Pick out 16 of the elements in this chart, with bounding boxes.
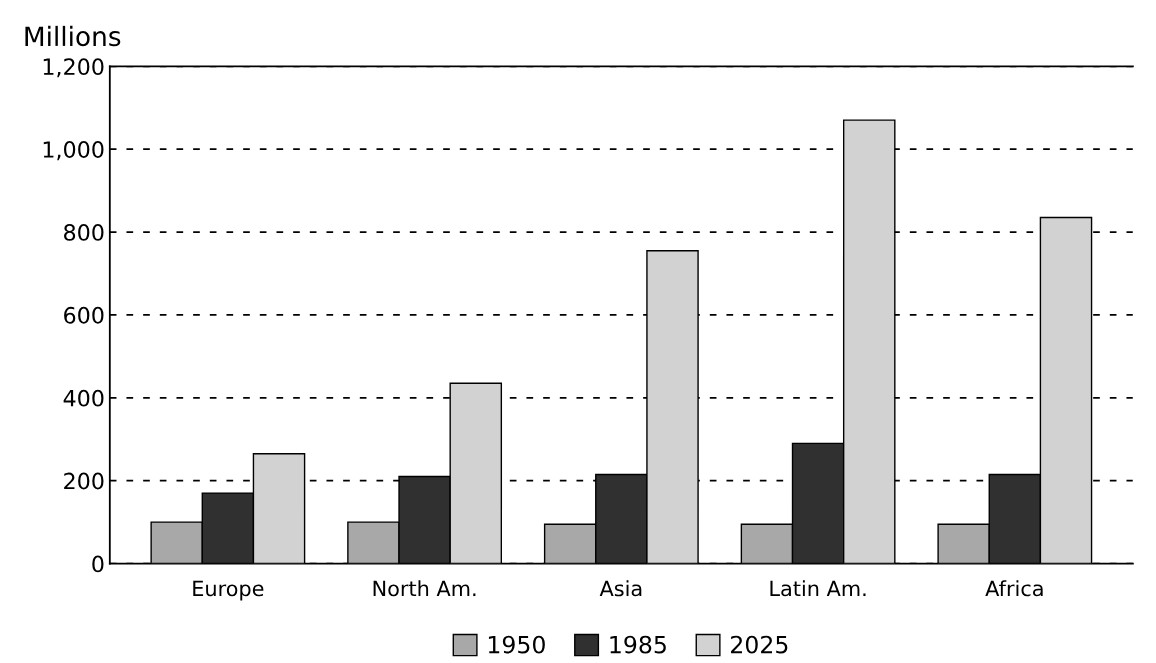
y-tick-label: 200 [64, 472, 104, 490]
x-tick-label: Africa [985, 580, 1043, 597]
y-tick-label: 1,000 [43, 141, 104, 161]
y-tick-label: 1,200 [43, 58, 104, 78]
y-tick-label: 600 [64, 306, 104, 324]
x-tick-label: Asia [599, 580, 642, 597]
y-axis-title: Millions [25, 25, 121, 47]
y-tick-label: 0 [92, 555, 104, 573]
y-tick-label: 800 [64, 224, 104, 241]
x-tick-label: Latin Am. [770, 580, 866, 597]
y-tick-label: 400 [63, 389, 104, 407]
x-tick-label: North Am. [373, 580, 476, 597]
legend-label: 2025 [731, 635, 788, 654]
x-tick-label: Europe [193, 580, 264, 601]
legend-label: 1985 [610, 635, 666, 654]
legend-label: 1950 [488, 635, 545, 654]
